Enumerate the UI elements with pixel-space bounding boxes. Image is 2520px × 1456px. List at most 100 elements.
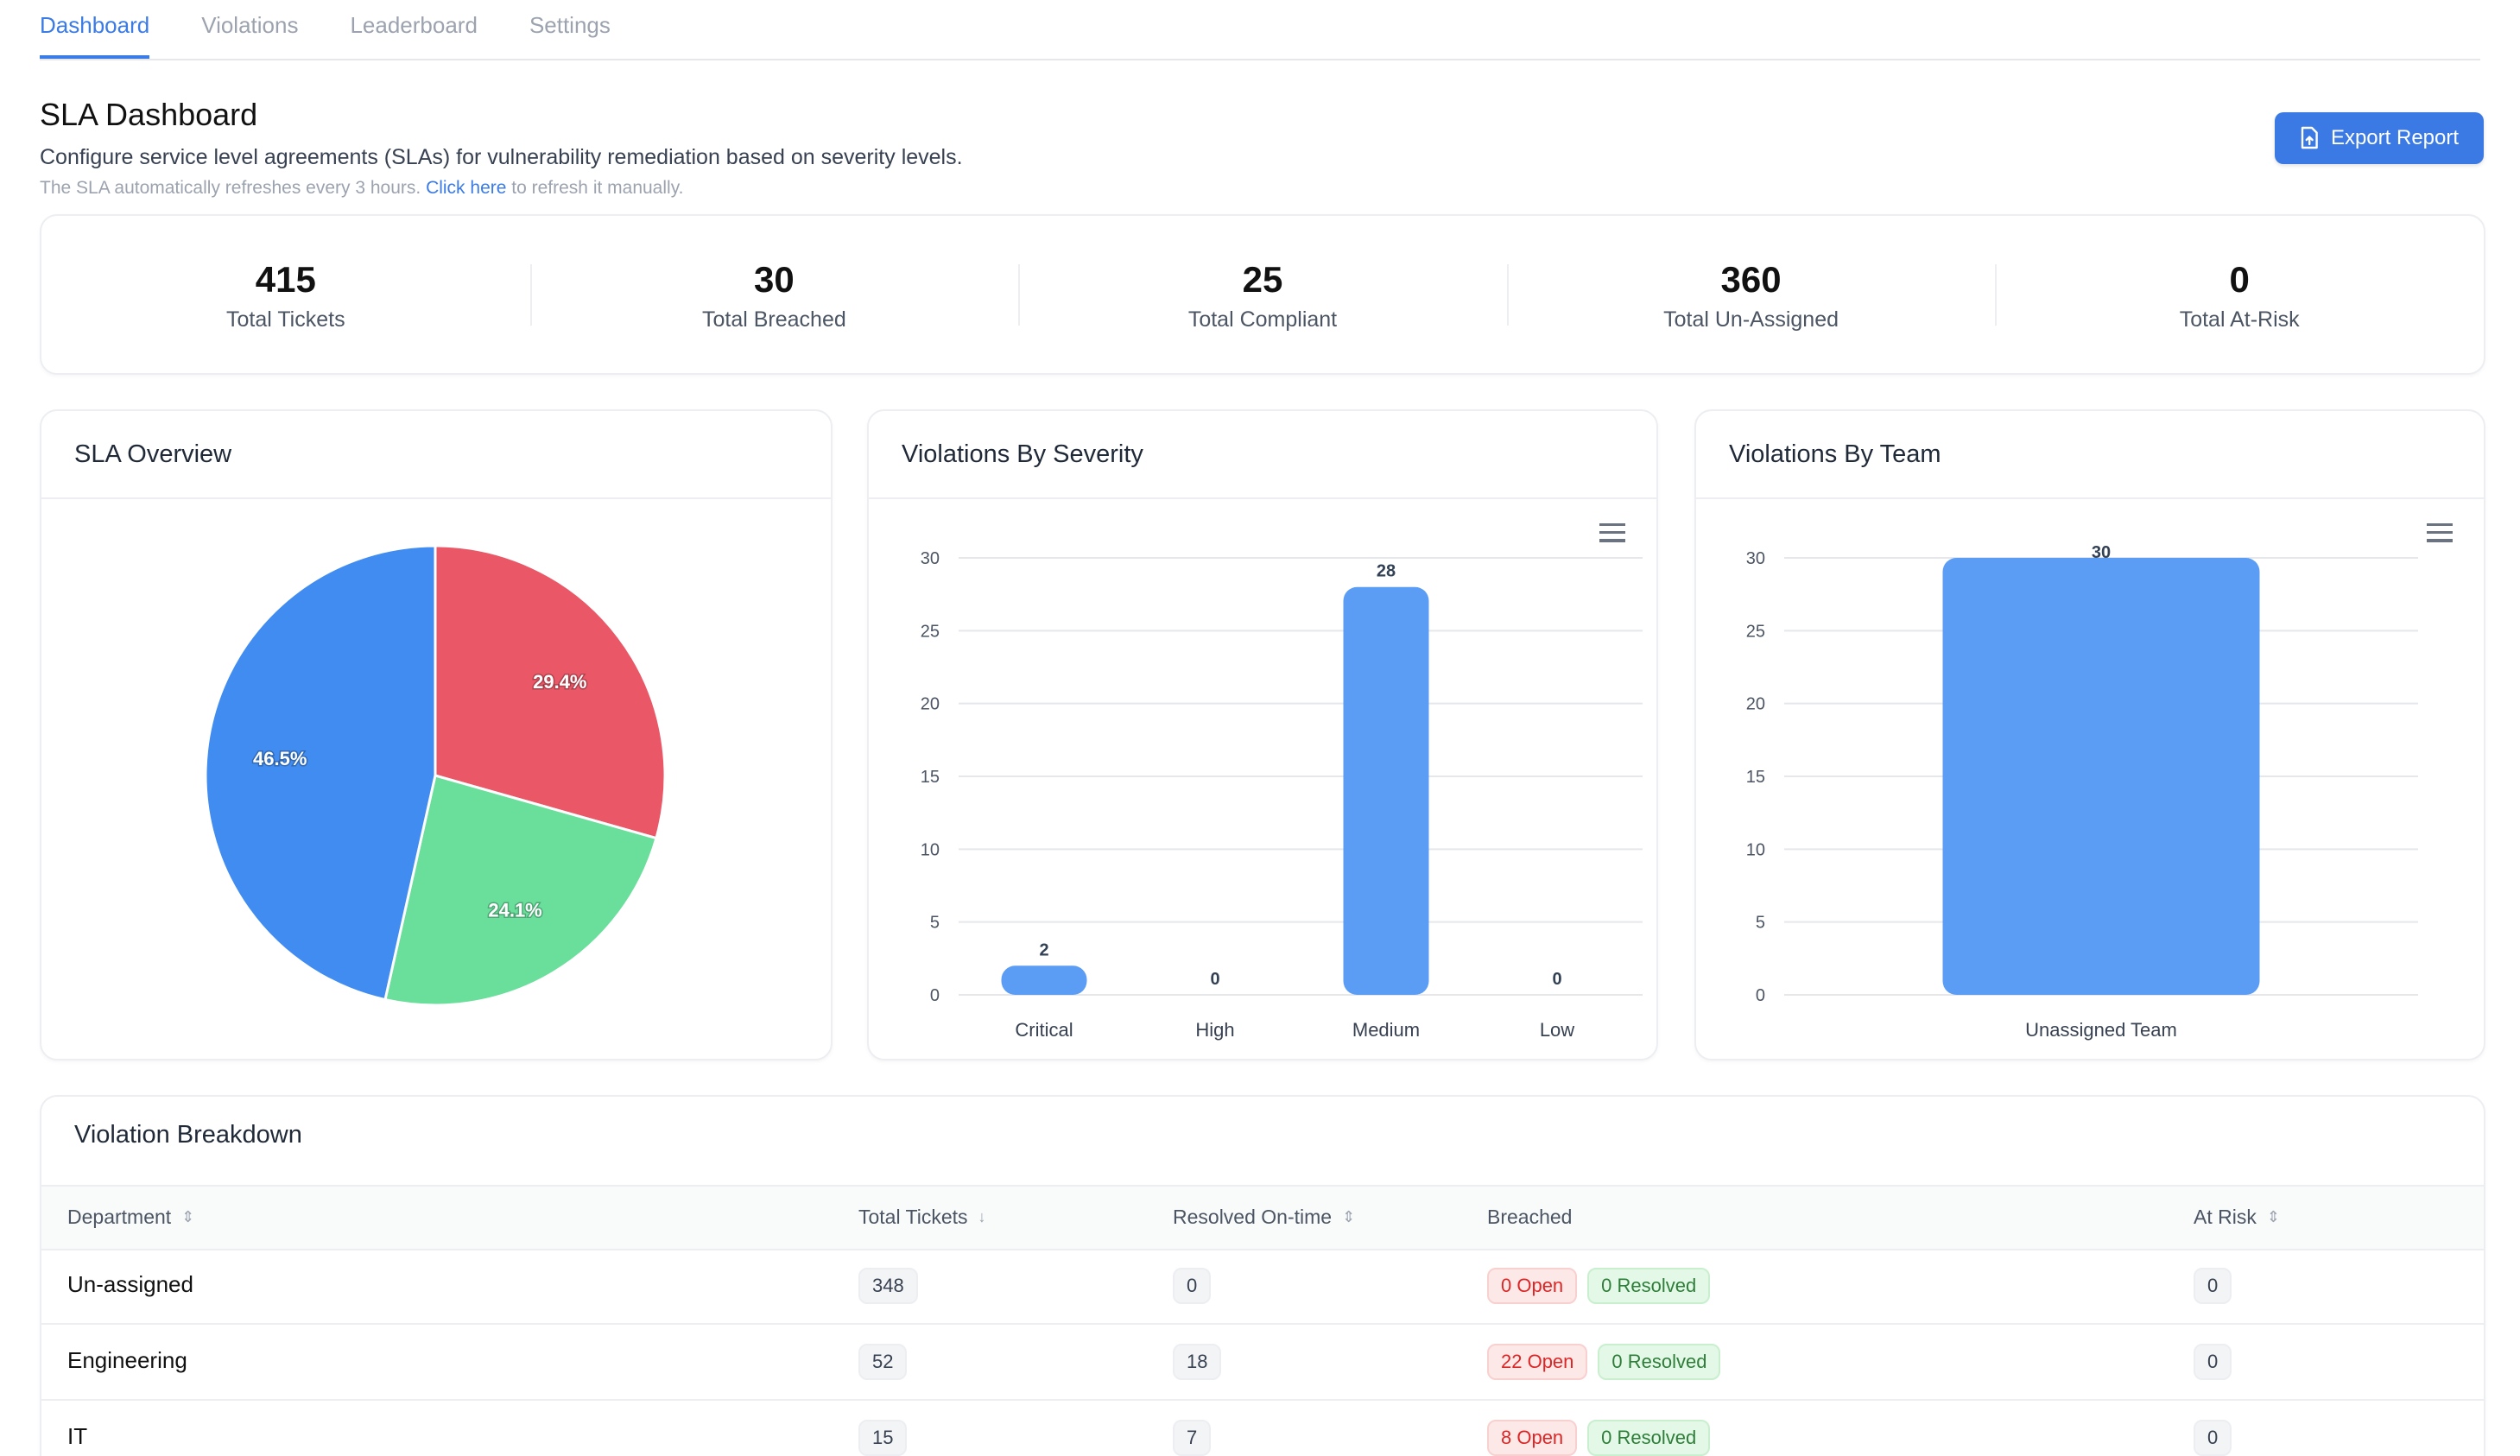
refresh-note-suffix: to refresh it manually. bbox=[506, 178, 684, 198]
chart-title: Violations By Severity bbox=[869, 411, 1656, 499]
breached-resolved-badge: 0 Resolved bbox=[1587, 1268, 1711, 1304]
column-header-total-tickets[interactable]: Total Tickets ↓ bbox=[858, 1206, 986, 1229]
chart-title: SLA Overview bbox=[41, 411, 831, 499]
stat-value: 415 bbox=[255, 258, 316, 300]
tab-leaderboard[interactable]: Leaderboard bbox=[350, 12, 478, 38]
column-header-department[interactable]: Department ⇕ bbox=[67, 1206, 194, 1229]
violations-by-severity-card: Violations By Severity 0 5 10 15 20 25 30 2 Crit… bbox=[867, 409, 1658, 1060]
table-row[interactable]: Un-assigned 348 0 0 Open 0 Resolved 0 bbox=[41, 1249, 2484, 1325]
x-tick-label: High bbox=[1195, 1019, 1234, 1041]
sort-icon: ⇕ bbox=[1342, 1208, 1356, 1225]
bar-data-label: 0 bbox=[1210, 970, 1219, 989]
pie-slice-label: 24.1% bbox=[488, 899, 541, 921]
resolved-on-time-badge: 18 bbox=[1173, 1344, 1222, 1380]
column-header-breached: Breached bbox=[1487, 1206, 1572, 1229]
y-tick-label: 25 bbox=[1746, 622, 1765, 641]
resolved-on-time-badge: 0 bbox=[1173, 1268, 1212, 1304]
tab-violations[interactable]: Violations bbox=[201, 12, 299, 38]
stat-value: 30 bbox=[754, 258, 795, 300]
export-report-button[interactable]: Export Report bbox=[2275, 112, 2484, 164]
column-label: Breached bbox=[1487, 1206, 1573, 1228]
stat-total-compliant: 25 Total Compliant bbox=[1018, 257, 1507, 332]
y-tick-label: 15 bbox=[921, 768, 940, 787]
stat-total-unassigned: 360 Total Un-Assigned bbox=[1506, 257, 1996, 332]
x-tick-label: Unassigned Team bbox=[2025, 1019, 2177, 1041]
column-label: Department bbox=[67, 1206, 172, 1228]
stat-value: 360 bbox=[1720, 258, 1782, 300]
stat-label: Total Tickets bbox=[226, 307, 345, 332]
chart-menu-icon[interactable] bbox=[2427, 518, 2453, 548]
page-subtitle: Configure service level agreements (SLAs… bbox=[40, 145, 963, 169]
stat-label: Total Breached bbox=[702, 307, 846, 332]
pie-slice-label: 46.5% bbox=[253, 748, 307, 769]
stat-label: Total Compliant bbox=[1187, 307, 1338, 332]
department-cell: IT bbox=[67, 1423, 88, 1449]
y-tick-label: 10 bbox=[1746, 840, 1765, 859]
stat-value: 0 bbox=[2229, 258, 2250, 300]
y-tick-label: 15 bbox=[1746, 768, 1765, 787]
tab-settings[interactable]: Settings bbox=[529, 12, 611, 38]
stat-total-breached: 30 Total Breached bbox=[529, 257, 1019, 332]
bar bbox=[1942, 558, 2260, 995]
y-tick-label: 0 bbox=[930, 986, 940, 1005]
stat-total-tickets: 415 Total Tickets bbox=[41, 257, 530, 332]
department-cell: Un-assigned bbox=[67, 1271, 193, 1297]
column-label: Resolved On-time bbox=[1173, 1206, 1333, 1228]
table-row[interactable]: Engineering 52 18 22 Open 0 Resolved 0 bbox=[41, 1325, 2484, 1401]
breached-open-badge: 8 Open bbox=[1487, 1420, 1578, 1456]
breached-open-badge: 0 Open bbox=[1487, 1268, 1578, 1304]
column-label: Total Tickets bbox=[858, 1206, 968, 1228]
bar-data-label: 0 bbox=[1552, 970, 1561, 989]
y-tick-label: 20 bbox=[921, 695, 940, 714]
team-bar-chart: 0 5 10 15 20 25 30 30 Unassigned Team bbox=[1746, 543, 2418, 1041]
at-risk-badge: 0 bbox=[2194, 1420, 2232, 1456]
refresh-note-prefix: The SLA automatically refreshes every 3 … bbox=[40, 178, 427, 198]
department-cell: Engineering bbox=[67, 1347, 187, 1373]
page-title: SLA Dashboard bbox=[40, 97, 258, 132]
resolved-on-time-badge: 7 bbox=[1173, 1420, 1212, 1456]
pie-slice bbox=[204, 544, 437, 1002]
refresh-link[interactable]: Click here bbox=[426, 178, 507, 198]
stat-label: Total At-Risk bbox=[2179, 307, 2300, 332]
column-header-at-risk[interactable]: At Risk ⇕ bbox=[2194, 1206, 2280, 1229]
export-report-label: Export Report bbox=[2330, 126, 2460, 149]
x-tick-label: Critical bbox=[1015, 1019, 1073, 1041]
stat-value: 25 bbox=[1242, 258, 1283, 300]
total-tickets-badge: 15 bbox=[858, 1420, 908, 1456]
violations-by-team-card: Violations By Team 0 5 10 15 20 25 30 30 Unassig… bbox=[1694, 409, 2485, 1060]
total-tickets-badge: 52 bbox=[858, 1344, 908, 1380]
y-tick-label: 30 bbox=[1746, 549, 1765, 568]
y-tick-label: 5 bbox=[930, 914, 940, 933]
stats-summary-card: 415 Total Tickets 30 Total Breached 25 T… bbox=[40, 214, 2485, 375]
tab-bar: Dashboard Violations Leaderboard Setting… bbox=[40, 0, 2480, 60]
tab-dashboard[interactable]: Dashboard bbox=[40, 0, 149, 59]
violation-breakdown-card: Violation Breakdown Department ⇕ Total Ti… bbox=[40, 1095, 2485, 1456]
pie-slice bbox=[434, 544, 667, 840]
column-label: At Risk bbox=[2194, 1206, 2257, 1228]
severity-bar-chart: 0 5 10 15 20 25 30 2 Critical 0 High 28 Medium 0 Low bbox=[921, 549, 1643, 1041]
bar-data-label: 30 bbox=[2092, 543, 2111, 562]
y-tick-label: 30 bbox=[921, 549, 940, 568]
column-header-resolved-on-time[interactable]: Resolved On-time ⇕ bbox=[1173, 1206, 1355, 1229]
bar bbox=[1001, 965, 1087, 995]
sla-overview-card: SLA Overview 29.4% 24.1% 46.5% bbox=[40, 409, 833, 1060]
y-tick-label: 25 bbox=[921, 622, 940, 641]
table-row[interactable]: IT 15 7 8 Open 0 Resolved 0 bbox=[41, 1401, 2484, 1456]
table-title: Violation Breakdown bbox=[74, 1121, 302, 1149]
breached-open-badge: 22 Open bbox=[1487, 1344, 1588, 1380]
chart-menu-icon[interactable] bbox=[1599, 518, 1625, 548]
x-tick-label: Low bbox=[1540, 1019, 1574, 1041]
y-tick-label: 10 bbox=[921, 840, 940, 859]
at-risk-badge: 0 bbox=[2194, 1344, 2232, 1380]
breached-resolved-badge: 0 Resolved bbox=[1587, 1420, 1711, 1456]
stat-label: Total Un-Assigned bbox=[1663, 307, 1839, 332]
bar-data-label: 28 bbox=[1377, 562, 1396, 581]
breached-resolved-badge: 0 Resolved bbox=[1598, 1344, 1721, 1380]
sort-desc-icon: ↓ bbox=[978, 1208, 986, 1225]
at-risk-badge: 0 bbox=[2194, 1268, 2232, 1304]
stat-total-at-risk: 0 Total At-Risk bbox=[1995, 257, 2484, 332]
file-upload-icon bbox=[2301, 126, 2318, 149]
bar-data-label: 2 bbox=[1039, 940, 1048, 959]
y-tick-label: 0 bbox=[1756, 986, 1765, 1005]
